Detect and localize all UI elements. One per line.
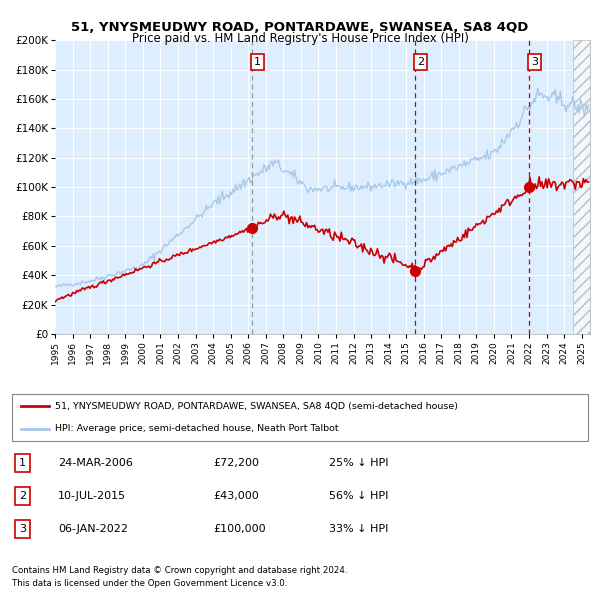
Text: 33% ↓ HPI: 33% ↓ HPI [329, 524, 388, 534]
Text: 2: 2 [19, 491, 26, 501]
Text: 51, YNYSMEUDWY ROAD, PONTARDAWE, SWANSEA, SA8 4QD (semi-detached house): 51, YNYSMEUDWY ROAD, PONTARDAWE, SWANSEA… [55, 402, 458, 411]
Text: 56% ↓ HPI: 56% ↓ HPI [329, 491, 388, 501]
Text: 06-JAN-2022: 06-JAN-2022 [58, 524, 128, 534]
Text: 3: 3 [19, 524, 26, 534]
Text: 25% ↓ HPI: 25% ↓ HPI [329, 458, 388, 468]
Text: 2: 2 [417, 57, 424, 67]
Text: Contains HM Land Registry data © Crown copyright and database right 2024.: Contains HM Land Registry data © Crown c… [12, 566, 347, 575]
Text: 1: 1 [254, 57, 261, 67]
Text: 3: 3 [531, 57, 538, 67]
Text: 24-MAR-2006: 24-MAR-2006 [58, 458, 133, 468]
Text: 51, YNYSMEUDWY ROAD, PONTARDAWE, SWANSEA, SA8 4QD: 51, YNYSMEUDWY ROAD, PONTARDAWE, SWANSEA… [71, 21, 529, 34]
Text: £43,000: £43,000 [214, 491, 259, 501]
Text: £100,000: £100,000 [214, 524, 266, 534]
Text: Price paid vs. HM Land Registry's House Price Index (HPI): Price paid vs. HM Land Registry's House … [131, 32, 469, 45]
Text: 1: 1 [19, 458, 26, 468]
Text: HPI: Average price, semi-detached house, Neath Port Talbot: HPI: Average price, semi-detached house,… [55, 424, 339, 434]
Text: 10-JUL-2015: 10-JUL-2015 [58, 491, 126, 501]
Text: £72,200: £72,200 [214, 458, 260, 468]
Text: This data is licensed under the Open Government Licence v3.0.: This data is licensed under the Open Gov… [12, 579, 287, 588]
